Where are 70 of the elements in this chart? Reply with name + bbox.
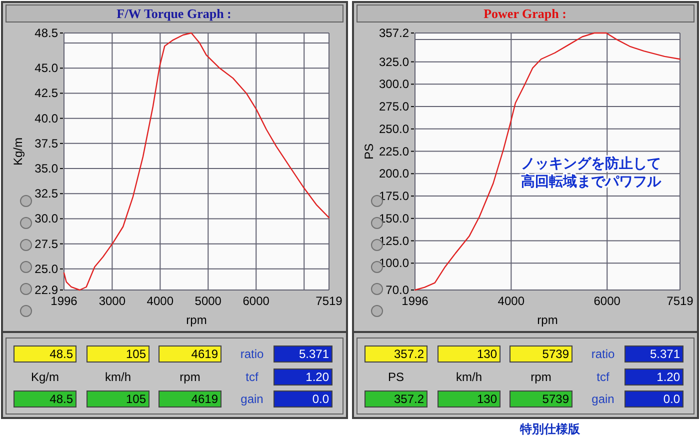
x-axis-title: rpm bbox=[537, 313, 558, 327]
x-tick-label: 1996 bbox=[50, 294, 78, 308]
y-axis-title: PS bbox=[362, 143, 376, 160]
x-tick-label: 7519 bbox=[316, 294, 343, 308]
chart-title: F/W Torque Graph : bbox=[116, 6, 232, 21]
y-tick-label: 32.5 bbox=[34, 186, 58, 201]
y-tick-label: 100.0 bbox=[378, 256, 410, 270]
y-tick-label: 48.5 bbox=[34, 26, 58, 40]
text: 5739 bbox=[542, 347, 570, 361]
text: 48.5 bbox=[50, 392, 74, 406]
text: 357.2 bbox=[394, 347, 424, 361]
text: gain bbox=[240, 392, 264, 406]
text: Kg/m bbox=[30, 370, 60, 384]
x-tick-label: 1996 bbox=[402, 294, 429, 308]
text: rpm bbox=[530, 370, 552, 384]
y-tick-label: 250.0 bbox=[378, 122, 410, 136]
y-tick-label: 70.0 bbox=[386, 283, 410, 297]
text: 1.20 bbox=[306, 370, 330, 384]
y-tick-label: 25.0 bbox=[34, 262, 58, 276]
x-tick-label: 4000 bbox=[498, 294, 525, 308]
text: 1.20 bbox=[656, 370, 680, 384]
text: 130 bbox=[476, 392, 498, 406]
text: tcf bbox=[246, 370, 259, 384]
text: 130 bbox=[476, 347, 498, 361]
text: 0.0 bbox=[663, 392, 680, 406]
text: 105 bbox=[126, 392, 146, 406]
text: 0.0 bbox=[312, 392, 330, 406]
y-tick-label: 325.0 bbox=[378, 54, 410, 69]
x-tick-label: 7519 bbox=[666, 294, 694, 308]
y-tick-label: 175.0 bbox=[378, 189, 410, 204]
text: 5.371 bbox=[298, 347, 330, 361]
y-tick-label: 150.0 bbox=[378, 211, 410, 226]
y-tick-label: 300.0 bbox=[378, 77, 410, 92]
y-tick-label: 35.0 bbox=[34, 162, 58, 176]
text: 357.2 bbox=[394, 392, 424, 406]
y-tick-label: 357.2 bbox=[378, 26, 410, 40]
y-tick-label: 30.0 bbox=[34, 212, 58, 226]
text: 4619 bbox=[191, 347, 218, 361]
text: 5739 bbox=[542, 392, 570, 406]
text: ratio bbox=[240, 347, 264, 361]
x-tick-label: 4000 bbox=[146, 294, 174, 308]
y-tick-label: 37.5 bbox=[34, 136, 58, 150]
text: tcf bbox=[596, 370, 610, 384]
y-tick-label: 45.0 bbox=[34, 61, 58, 76]
text: 5.371 bbox=[650, 347, 680, 361]
text: km/h bbox=[104, 370, 132, 384]
y-tick-label: 42.5 bbox=[34, 86, 58, 100]
y-tick-label: 40.0 bbox=[34, 111, 58, 126]
y-tick-label: 22.9 bbox=[34, 283, 58, 297]
text: 48.5 bbox=[50, 347, 74, 361]
x-tick-label: 3000 bbox=[98, 294, 126, 308]
y-tick-label: 225.0 bbox=[378, 144, 410, 158]
text: 105 bbox=[126, 347, 146, 361]
text: ratio bbox=[591, 347, 615, 361]
chart-title: Power Graph : bbox=[484, 6, 566, 21]
text: 4619 bbox=[191, 392, 218, 406]
x-axis-title: rpm bbox=[186, 313, 207, 327]
text: rpm bbox=[180, 370, 200, 384]
text: km/h bbox=[456, 370, 482, 384]
y-tick-label: 27.5 bbox=[34, 236, 58, 251]
text: 特別仕様版 bbox=[519, 422, 581, 436]
x-tick-label: 6000 bbox=[242, 294, 270, 308]
x-tick-label: 6000 bbox=[594, 294, 621, 308]
x-tick-label: 5000 bbox=[194, 294, 222, 308]
y-tick-label: 275.0 bbox=[378, 100, 410, 114]
text: gain bbox=[592, 392, 614, 406]
y-tick-label: 200.0 bbox=[378, 166, 410, 181]
line-series bbox=[63, 32, 330, 291]
text: PS bbox=[388, 370, 404, 384]
y-axis-title: Kg/m bbox=[11, 137, 25, 166]
